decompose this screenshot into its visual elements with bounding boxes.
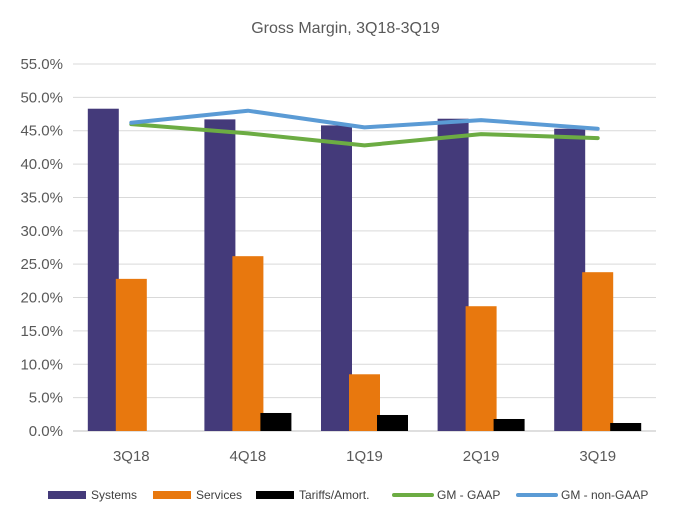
bar-tariffs-amort-2q19 (493, 418, 525, 431)
bar-systems-1q19 (321, 125, 352, 431)
bar-services-3q18 (115, 278, 147, 431)
line-gm-gaap (129, 122, 600, 148)
y-tick-label: 40.0% (20, 156, 63, 173)
y-tick-label: 55.0% (20, 56, 63, 73)
bar-systems-3q18 (87, 108, 119, 431)
y-tick-label: 25.0% (20, 256, 63, 273)
bar-systems-2q19 (437, 118, 469, 431)
y-tick-label: 0.0% (29, 423, 63, 440)
tick-labels: 0.0% 5.0% 10.0% 15.0% 20.0% 25.0% 30.0% 35.0% 40… (20, 56, 616, 465)
legend-label: GM - GAAP (437, 488, 500, 502)
y-tick-label: 5.0% (29, 390, 63, 407)
y-tick-label: 45.0% (20, 123, 63, 140)
legend-item-gm-gaap: GM - GAAP (392, 488, 500, 502)
bar-tariffs-amort-4q18 (260, 412, 292, 431)
gridlines (73, 63, 656, 399)
y-tick-label: 10.0% (20, 356, 63, 373)
legend-label: Tariffs/Amort. (299, 488, 369, 502)
legend-swatch (48, 491, 86, 499)
x-tick-label: 2Q19 (463, 448, 500, 465)
x-tick-label: 4Q18 (230, 448, 267, 465)
bar-tariffs-amort-3q19 (610, 422, 642, 431)
bar-services-3q19 (582, 272, 614, 431)
bar-tariffs-amort-1q19 (377, 414, 408, 431)
legend-swatch (256, 491, 294, 499)
legend-item-gm-non-gaap: GM - non-GAAP (516, 488, 648, 502)
legend: Systems Services Tariffs/Amort. GM - GAAP GM… (48, 488, 648, 502)
legend-item-systems: Systems (48, 488, 137, 502)
legend-label: Systems (91, 488, 137, 502)
bars (87, 108, 642, 431)
legend-label: GM - non-GAAP (561, 488, 648, 502)
bar-services-4q18 (232, 256, 264, 431)
y-tick-label: 20.0% (20, 290, 63, 307)
line-gm-non-gaap (129, 108, 600, 131)
x-tick-label: 3Q18 (113, 448, 150, 465)
bar-services-2q19 (465, 306, 497, 431)
bar-services-1q19 (349, 374, 380, 431)
series-lines (129, 108, 600, 148)
legend-item-tariffs-amort: Tariffs/Amort. (256, 488, 369, 502)
bar-systems-4q18 (204, 119, 236, 431)
chart-title: Gross Margin, 3Q18-3Q19 (251, 20, 440, 37)
legend-item-services: Services (153, 488, 242, 502)
x-tick-label: 3Q19 (579, 448, 616, 465)
legend-swatch (153, 491, 191, 499)
y-tick-label: 30.0% (20, 223, 63, 240)
y-tick-label: 15.0% (20, 323, 63, 340)
legend-label: Services (196, 488, 242, 502)
x-tick-label: 1Q19 (346, 448, 383, 465)
y-tick-label: 35.0% (20, 189, 63, 206)
y-tick-label: 50.0% (20, 89, 63, 106)
bar-systems-3q19 (554, 128, 586, 431)
